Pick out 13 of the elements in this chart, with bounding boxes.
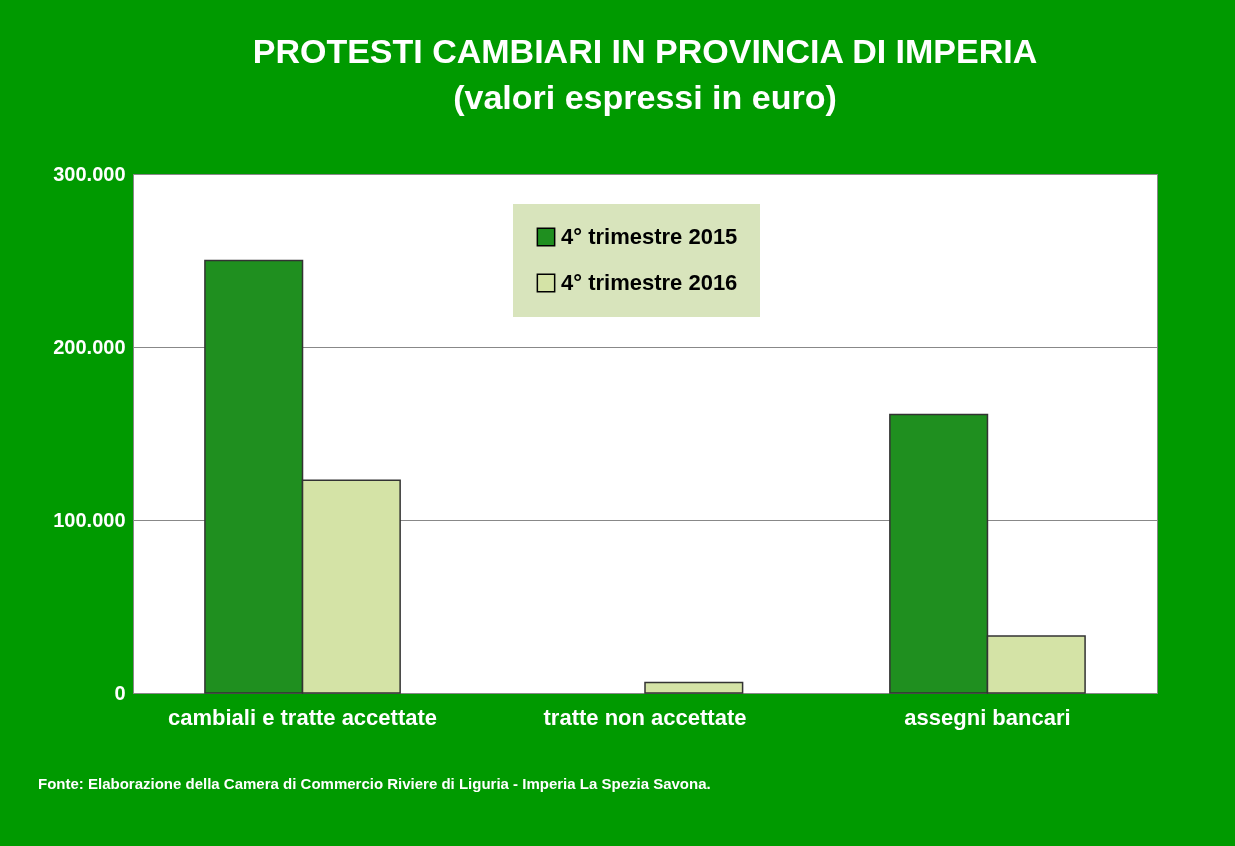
legend-label: 4° trimestre 2015: [561, 224, 738, 249]
x-tick-label: assegni bancari: [904, 704, 1071, 730]
y-tick-label: 200.000: [53, 335, 126, 358]
y-tick-label: 0: [114, 681, 126, 704]
legend-label: 4° trimestre 2016: [561, 270, 738, 295]
x-tick-label: tratte non accettate: [543, 704, 747, 730]
text: PROTESTI CAMBIARI IN PROVINCIA DI IMPERIA: [252, 32, 1038, 70]
x-tick-label: cambiali e tratte accettate: [168, 704, 438, 730]
source-note: Fonte: Elaborazione della Camera di Commercio Riviere di Liguria - Imperia La Spezia Savona.: [38, 775, 711, 792]
y-tick-label: 100.000: [53, 508, 126, 531]
y-tick-label: 300.000: [53, 162, 126, 185]
bar: [644, 681, 744, 694]
text: (valori espressi in euro): [453, 78, 837, 116]
